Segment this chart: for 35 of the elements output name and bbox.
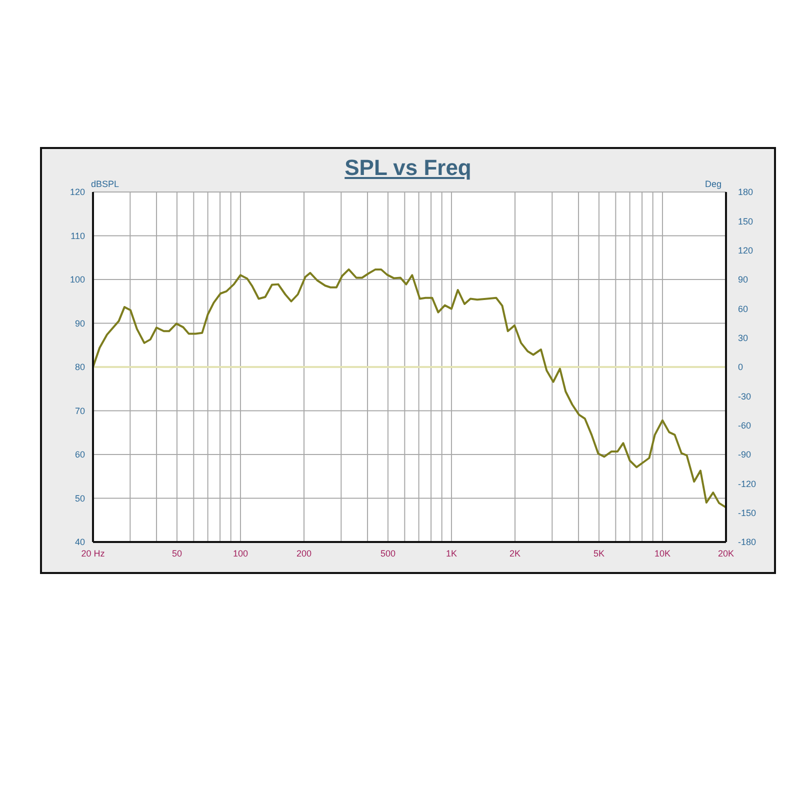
x-tick-label: 200 <box>296 548 312 558</box>
y2-tick-label: -150 <box>738 508 756 518</box>
x-tick-label: 2K <box>509 548 521 558</box>
y-tick-label: 90 <box>74 318 85 328</box>
y2-tick-label: 60 <box>738 304 748 314</box>
y2-tick-label: 0 <box>738 362 744 372</box>
y-tick-label: 110 <box>70 230 85 241</box>
y2-tick-label: 30 <box>738 332 748 343</box>
y2-axis-title: Deg <box>705 179 722 189</box>
y2-tick-label: -180 <box>738 537 756 548</box>
y2-tick-label: -60 <box>738 420 752 430</box>
x-tick-label: 50 <box>172 548 182 558</box>
y-tick-label: 70 <box>74 406 85 416</box>
x-tick-label: 500 <box>380 548 396 558</box>
y2-tick-label: -120 <box>738 478 756 489</box>
y-axis-title: dBSPL <box>91 179 120 189</box>
x-tick-label: 20 Hz <box>81 548 106 558</box>
y-tick-label: 50 <box>74 493 85 504</box>
y-tick-label: 80 <box>74 362 85 372</box>
y-tick-label: 100 <box>70 274 85 285</box>
x-tick-label: 20K <box>718 548 734 558</box>
y-tick-label: 60 <box>74 450 85 460</box>
x-tick-label: 100 <box>232 548 248 558</box>
x-tick-label: 1K <box>446 548 457 558</box>
y-tick-label: 40 <box>74 537 85 548</box>
chart-title: SPL vs Freq <box>344 155 472 180</box>
y2-tick-label: 120 <box>738 245 754 256</box>
y2-tick-label: 150 <box>738 216 754 226</box>
x-tick-label: 5K <box>593 548 604 558</box>
y2-tick-label: 180 <box>738 187 754 198</box>
y2-tick-label: 90 <box>738 274 748 285</box>
y2-tick-label: -30 <box>738 391 752 402</box>
x-tick-label: 10K <box>654 548 670 558</box>
y2-tick-label: -90 <box>738 450 752 460</box>
y-tick-label: 120 <box>70 187 85 198</box>
